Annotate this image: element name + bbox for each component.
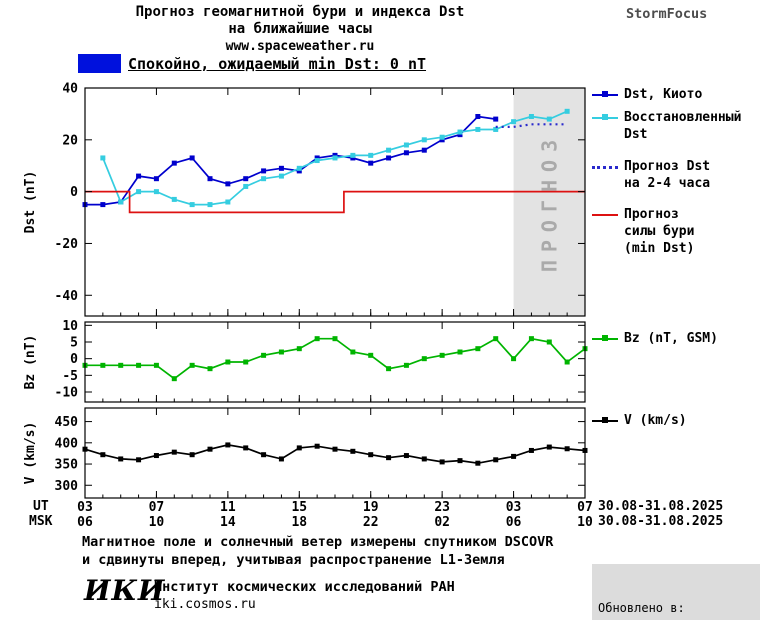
updated-title: Обновлено в: — [598, 601, 685, 615]
svg-text:-40: -40 — [55, 289, 79, 304]
dst-kyoto-label: Dst, Киото — [624, 87, 703, 102]
legend-dst-restored: Восстановленный Dst — [592, 109, 741, 143]
svg-text:06: 06 — [506, 515, 522, 530]
svg-text:07: 07 — [577, 500, 593, 515]
svg-text:-10: -10 — [55, 386, 79, 401]
msk-date-range: 30.08-31.08.2025 — [598, 514, 724, 529]
svg-text:V (km/s): V (km/s) — [23, 422, 38, 485]
header: Прогноз геомагнитной бури и индекса Dst … — [60, 4, 540, 55]
legend-v: V (km/s) — [592, 412, 687, 429]
svg-text:11: 11 — [220, 500, 236, 515]
svg-text:5: 5 — [70, 336, 78, 351]
legend-dst-kyoto: Dst, Киото — [592, 86, 702, 103]
spaceweather-link[interactable]: www.spaceweather.ru — [225, 39, 375, 54]
dst-restored-swatch — [592, 109, 618, 126]
iki-site-link[interactable]: iki.cosmos.ru — [154, 597, 256, 612]
svg-text:450: 450 — [55, 415, 79, 430]
storm-forecast-label: Прогноз силы бури (min Dst) — [624, 207, 695, 256]
svg-text:06: 06 — [77, 515, 93, 530]
legend-storm-forecast: Прогноз силы бури (min Dst) — [592, 206, 694, 257]
svg-text:20: 20 — [62, 133, 78, 148]
dst-forecast-label: Прогноз Dst на 2-4 часа — [624, 159, 711, 191]
bz-swatch — [592, 330, 618, 347]
stormfocus-brand: StormFocus — [626, 6, 708, 22]
dst-kyoto-marker-swatch — [602, 91, 608, 97]
dst-restored-marker-swatch — [602, 114, 608, 120]
svg-text:18: 18 — [291, 515, 307, 530]
svg-text:03: 03 — [77, 500, 93, 515]
v-label: V (km/s) — [624, 413, 687, 428]
svg-text:0: 0 — [70, 185, 78, 200]
storm-status-banner: Спокойно, ожидаемый min Dst: 0 nT — [78, 54, 426, 73]
storm-level-swatch — [78, 54, 121, 73]
svg-text:Dst (nT): Dst (nT) — [23, 171, 38, 234]
page-title: Прогноз геомагнитной бури и индекса Dst — [135, 4, 465, 20]
page-subtitle: на ближайшие часы — [228, 21, 372, 37]
dst-forecast-line-swatch — [592, 166, 618, 169]
legend-dst-forecast: Прогноз Dst на 2-4 часа — [592, 158, 710, 192]
updated-box: Обновлено в: UT 03:05, 31.08.2025 MSK 06… — [592, 564, 760, 620]
svg-text:-5: -5 — [62, 369, 78, 384]
svg-text:10: 10 — [62, 319, 78, 334]
svg-text:02: 02 — [434, 515, 450, 530]
svg-text:400: 400 — [55, 436, 79, 451]
bz-marker-swatch — [602, 335, 608, 341]
footnote-line1: Магнитное поле и солнечный ветер измерен… — [82, 534, 554, 550]
dst-restored-label: Восстановленный Dst — [624, 110, 742, 142]
svg-text:14: 14 — [220, 515, 236, 530]
svg-text:23: 23 — [434, 500, 450, 515]
dst-forecast-swatch — [592, 158, 618, 175]
legend-bz: Bz (nT, GSM) — [592, 330, 718, 347]
storm-status-label: Спокойно, ожидаемый min Dst: 0 nT — [128, 54, 427, 73]
footnote-line2: и сдвинуты вперед, учитывая распростране… — [82, 552, 505, 568]
v-swatch — [592, 412, 618, 429]
svg-text:-20: -20 — [55, 237, 79, 252]
storm-forecast-line-swatch — [592, 214, 618, 216]
storm-forecast-swatch — [592, 206, 618, 223]
svg-text:350: 350 — [55, 458, 79, 473]
institute-name: Институт космических исследований РАН — [154, 579, 455, 595]
v-marker-swatch — [602, 417, 608, 423]
bz-label: Bz (nT, GSM) — [624, 331, 718, 346]
svg-text:Bz (nT): Bz (nT) — [23, 335, 38, 390]
msk-axis-label: MSK — [29, 514, 53, 529]
svg-text:40: 40 — [62, 82, 78, 97]
svg-text:ПРОГНОЗ: ПРОГНОЗ — [537, 132, 561, 272]
dst-kyoto-swatch — [592, 86, 618, 103]
svg-text:10: 10 — [149, 515, 165, 530]
ut-date-range: 30.08-31.08.2025 — [598, 499, 724, 514]
iki-logo: ИКИ — [84, 574, 166, 607]
ut-axis-label: UT — [33, 499, 49, 514]
svg-text:10: 10 — [577, 515, 593, 530]
svg-text:07: 07 — [149, 500, 165, 515]
svg-text:300: 300 — [55, 479, 79, 494]
svg-text:0: 0 — [70, 352, 78, 367]
svg-text:03: 03 — [506, 500, 522, 515]
svg-text:22: 22 — [363, 515, 379, 530]
svg-text:15: 15 — [291, 500, 307, 515]
svg-text:19: 19 — [363, 500, 379, 515]
